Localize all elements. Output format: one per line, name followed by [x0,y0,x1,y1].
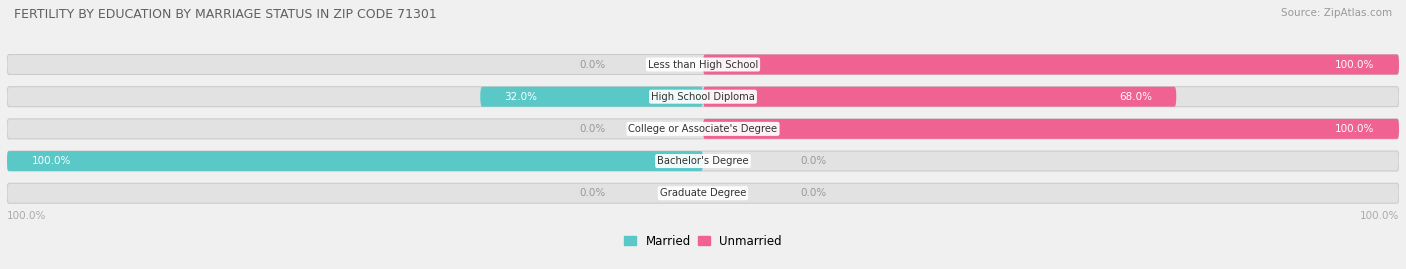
FancyBboxPatch shape [7,183,1399,203]
Text: 0.0%: 0.0% [800,156,827,166]
Text: 0.0%: 0.0% [800,188,827,198]
Text: 100.0%: 100.0% [1336,124,1375,134]
Text: 68.0%: 68.0% [1119,92,1152,102]
FancyBboxPatch shape [7,119,1399,139]
FancyBboxPatch shape [703,119,1399,139]
Text: 100.0%: 100.0% [1336,59,1375,69]
Text: 32.0%: 32.0% [505,92,537,102]
FancyBboxPatch shape [7,151,703,171]
FancyBboxPatch shape [703,87,1177,107]
FancyBboxPatch shape [7,87,1399,107]
Text: 100.0%: 100.0% [1360,211,1399,221]
Text: 0.0%: 0.0% [579,124,606,134]
Text: 0.0%: 0.0% [579,59,606,69]
Text: 100.0%: 100.0% [7,211,46,221]
Text: 0.0%: 0.0% [579,188,606,198]
Legend: Married, Unmarried: Married, Unmarried [620,230,786,253]
Text: High School Diploma: High School Diploma [651,92,755,102]
Text: Source: ZipAtlas.com: Source: ZipAtlas.com [1281,8,1392,18]
Text: 100.0%: 100.0% [31,156,70,166]
Text: College or Associate's Degree: College or Associate's Degree [628,124,778,134]
Text: Bachelor's Degree: Bachelor's Degree [657,156,749,166]
FancyBboxPatch shape [7,151,1399,171]
Text: FERTILITY BY EDUCATION BY MARRIAGE STATUS IN ZIP CODE 71301: FERTILITY BY EDUCATION BY MARRIAGE STATU… [14,8,437,21]
FancyBboxPatch shape [7,55,1399,75]
FancyBboxPatch shape [481,87,703,107]
Text: Less than High School: Less than High School [648,59,758,69]
Text: Graduate Degree: Graduate Degree [659,188,747,198]
FancyBboxPatch shape [703,55,1399,75]
